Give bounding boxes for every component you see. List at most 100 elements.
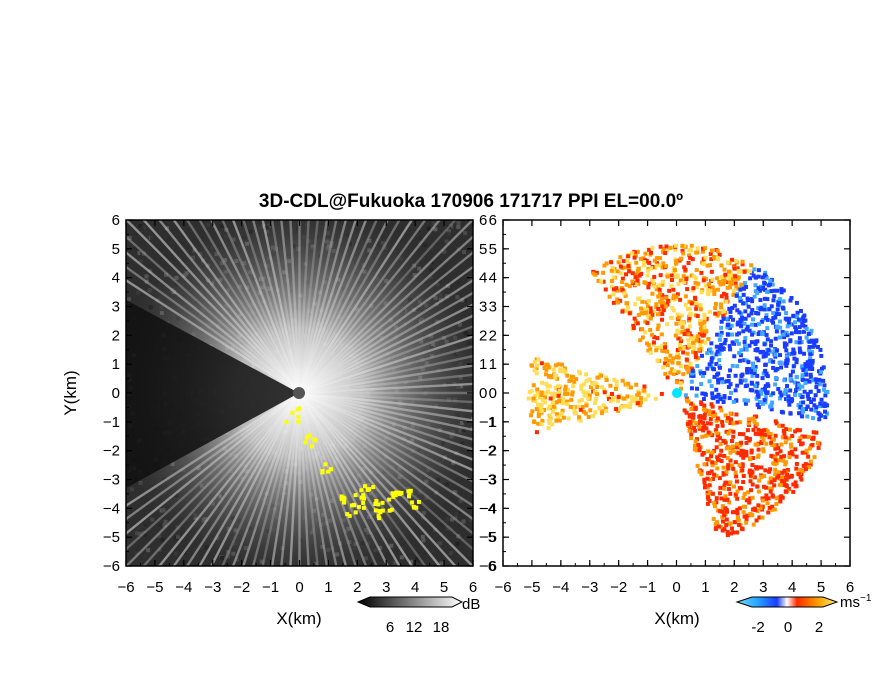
velocity-cell bbox=[789, 442, 794, 447]
velocity-cell bbox=[647, 247, 652, 252]
noise-cell bbox=[433, 227, 438, 232]
velocity-cell bbox=[803, 324, 808, 329]
velocity-cell bbox=[759, 474, 764, 479]
velocity-cell bbox=[765, 501, 770, 506]
velocity-cell bbox=[720, 509, 725, 514]
noise-cell bbox=[144, 274, 149, 279]
velocity-cell bbox=[690, 257, 695, 262]
noise-cell bbox=[400, 546, 405, 551]
velocity-cell bbox=[640, 327, 645, 332]
velocity-cell bbox=[726, 431, 731, 436]
y-tick-label: −2 bbox=[480, 443, 497, 460]
velocity-cell bbox=[627, 311, 632, 316]
velocity-cell bbox=[770, 318, 775, 323]
y-tick-label-right: 3 bbox=[479, 299, 487, 316]
velocity-cell bbox=[539, 408, 544, 413]
velocity-cell bbox=[688, 255, 693, 260]
velocity-cell bbox=[702, 320, 707, 325]
velocity-cell bbox=[752, 267, 757, 272]
velocity-cell bbox=[680, 325, 685, 330]
noise-cell bbox=[143, 553, 148, 558]
velocity-cell bbox=[557, 388, 562, 393]
velocity-cell bbox=[779, 393, 784, 398]
velocity-cell bbox=[707, 499, 712, 504]
velocity-cell bbox=[695, 437, 700, 442]
velocity-cell bbox=[761, 437, 766, 442]
velocity-cell bbox=[580, 404, 585, 409]
noise-cell bbox=[146, 548, 151, 553]
velocity-cell bbox=[652, 274, 657, 279]
velocity-cell bbox=[792, 356, 797, 361]
velocity-cell bbox=[636, 313, 641, 318]
right-colorbar-unit-base: ms bbox=[840, 594, 860, 611]
velocity-cell bbox=[784, 311, 789, 316]
highlight-cell bbox=[313, 438, 318, 443]
velocity-cell bbox=[730, 317, 735, 322]
velocity-cell bbox=[766, 510, 771, 515]
velocity-cell bbox=[675, 292, 680, 297]
velocity-cell bbox=[730, 363, 735, 368]
velocity-cell bbox=[730, 332, 735, 337]
noise-cell bbox=[392, 561, 397, 566]
highlight-cell bbox=[391, 494, 396, 499]
velocity-cell bbox=[604, 409, 609, 414]
velocity-cell bbox=[787, 455, 792, 460]
velocity-cell bbox=[643, 397, 648, 402]
velocity-cell bbox=[721, 472, 726, 477]
velocity-cell bbox=[774, 329, 779, 334]
velocity-cell bbox=[712, 374, 717, 379]
velocity-cell bbox=[529, 363, 534, 368]
velocity-cell bbox=[731, 288, 736, 293]
velocity-cell bbox=[622, 291, 627, 296]
velocity-cell bbox=[750, 299, 755, 304]
velocity-cell bbox=[707, 309, 712, 314]
velocity-cell bbox=[694, 421, 699, 426]
velocity-cell bbox=[645, 321, 650, 326]
velocity-cell bbox=[794, 374, 799, 379]
velocity-cell bbox=[788, 373, 793, 378]
velocity-cell bbox=[751, 416, 756, 421]
velocity-cell bbox=[757, 288, 762, 293]
velocity-cell bbox=[640, 335, 645, 340]
velocity-cell bbox=[737, 350, 742, 355]
velocity-cell bbox=[687, 253, 692, 258]
velocity-cell bbox=[735, 445, 740, 450]
velocity-cell bbox=[633, 302, 638, 307]
velocity-cell bbox=[805, 414, 810, 419]
noise-cell bbox=[138, 531, 143, 536]
velocity-cell bbox=[741, 480, 746, 485]
velocity-cell bbox=[741, 432, 746, 437]
velocity-cell bbox=[717, 310, 722, 315]
velocity-cell bbox=[738, 296, 743, 301]
velocity-cell bbox=[663, 371, 668, 376]
velocity-cell bbox=[773, 336, 778, 341]
velocity-cell bbox=[780, 423, 785, 428]
velocity-cell bbox=[689, 243, 694, 248]
velocity-cell bbox=[793, 480, 798, 485]
velocity-cell bbox=[813, 408, 818, 413]
y-tick-label: 4 bbox=[112, 270, 120, 287]
velocity-cell bbox=[782, 468, 787, 473]
velocity-cell bbox=[752, 419, 757, 424]
velocity-cell bbox=[723, 413, 728, 418]
y-tick-label: 4 bbox=[489, 270, 497, 287]
velocity-cell bbox=[531, 383, 536, 388]
velocity-cell bbox=[745, 428, 750, 433]
velocity-cell bbox=[689, 436, 694, 441]
velocity-cell bbox=[728, 347, 733, 352]
velocity-cell bbox=[674, 294, 679, 299]
velocity-cell bbox=[743, 316, 748, 321]
highlight-cell bbox=[339, 494, 344, 499]
velocity-cell bbox=[709, 469, 714, 474]
x-tick-label: 5 bbox=[817, 579, 825, 596]
velocity-cell bbox=[697, 446, 702, 451]
velocity-cell bbox=[741, 452, 746, 457]
velocity-cell bbox=[543, 391, 548, 396]
velocity-cell bbox=[752, 475, 757, 480]
velocity-cell bbox=[722, 497, 727, 502]
velocity-cell bbox=[703, 433, 708, 438]
velocity-cell bbox=[760, 515, 765, 520]
velocity-cell bbox=[660, 296, 665, 301]
velocity-cell bbox=[763, 395, 768, 400]
velocity-cell bbox=[553, 386, 558, 391]
